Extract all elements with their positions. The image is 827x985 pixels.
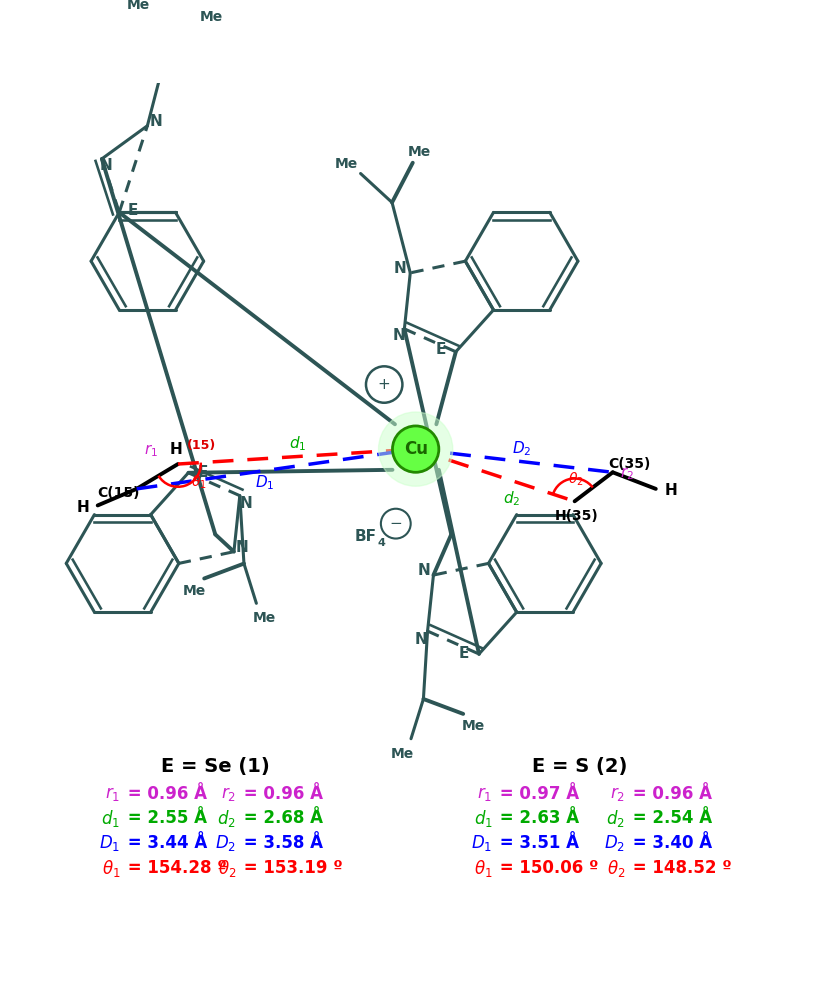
Text: Me: Me xyxy=(253,612,276,625)
Text: $D_1$: $D_1$ xyxy=(255,473,275,492)
Text: Me: Me xyxy=(334,158,358,171)
Text: E = S (2): E = S (2) xyxy=(531,756,627,776)
Text: E: E xyxy=(435,342,446,357)
Text: N: N xyxy=(394,261,406,276)
Text: N: N xyxy=(417,563,429,578)
Text: $r_{2}$: $r_{2}$ xyxy=(221,785,236,803)
Text: = 3.40 Å: = 3.40 Å xyxy=(626,834,711,852)
Text: Me: Me xyxy=(183,584,206,598)
Text: H: H xyxy=(663,483,676,498)
Text: $r_{1}$: $r_{1}$ xyxy=(477,785,492,803)
Text: = 2.68 Å: = 2.68 Å xyxy=(237,810,323,827)
Text: H(35): H(35) xyxy=(554,509,597,523)
Text: = 3.58 Å: = 3.58 Å xyxy=(237,834,323,852)
Text: = 2.63 Å: = 2.63 Å xyxy=(494,810,579,827)
Text: = 150.06 º: = 150.06 º xyxy=(494,859,598,877)
Text: $\theta_2$: $\theta_2$ xyxy=(567,470,582,488)
Text: $\theta_{1}$: $\theta_{1}$ xyxy=(102,858,120,879)
Text: E = Se (1): E = Se (1) xyxy=(160,756,270,776)
Text: Me: Me xyxy=(407,145,431,159)
Text: Me: Me xyxy=(127,0,150,12)
Text: = 148.52 º: = 148.52 º xyxy=(626,859,731,877)
Text: Me: Me xyxy=(390,747,414,760)
Text: N: N xyxy=(99,158,112,173)
Text: $d_{2}$: $d_{2}$ xyxy=(217,808,236,829)
Text: $\theta_{1}$: $\theta_{1}$ xyxy=(474,858,492,879)
Text: $D_2$: $D_2$ xyxy=(511,439,531,458)
Text: Me: Me xyxy=(461,719,484,733)
Text: E: E xyxy=(128,203,138,219)
Text: $D_{1}$: $D_{1}$ xyxy=(98,833,120,853)
Text: H: H xyxy=(76,500,89,515)
Text: E: E xyxy=(458,646,469,662)
Text: $\theta_1$: $\theta_1$ xyxy=(190,474,207,491)
Text: (15): (15) xyxy=(186,439,216,452)
Text: Me: Me xyxy=(199,10,222,25)
Text: = 2.54 Å: = 2.54 Å xyxy=(626,810,711,827)
Text: C(35): C(35) xyxy=(607,457,650,471)
Text: $r_{2}$: $r_{2}$ xyxy=(609,785,624,803)
Text: $r_{1}$: $r_{1}$ xyxy=(105,785,120,803)
Text: = 153.19 º: = 153.19 º xyxy=(237,859,342,877)
Text: E: E xyxy=(198,465,208,481)
Text: $\theta_{2}$: $\theta_{2}$ xyxy=(218,858,236,879)
Text: = 3.51 Å: = 3.51 Å xyxy=(494,834,579,852)
Text: = 0.96 Å: = 0.96 Å xyxy=(237,785,323,803)
Circle shape xyxy=(378,412,452,487)
Text: = 3.44 Å: = 3.44 Å xyxy=(122,834,207,852)
Text: = 0.96 Å: = 0.96 Å xyxy=(626,785,711,803)
Text: $r_1$: $r_1$ xyxy=(144,442,157,459)
Text: C(15): C(15) xyxy=(97,486,140,500)
Text: $d_{2}$: $d_{2}$ xyxy=(605,808,624,829)
Text: $\theta_{2}$: $\theta_{2}$ xyxy=(606,858,624,879)
Text: = 2.55 Å: = 2.55 Å xyxy=(122,810,207,827)
Text: $r_2$: $r_2$ xyxy=(619,466,633,483)
Text: = 0.97 Å: = 0.97 Å xyxy=(494,785,579,803)
Text: = 154.28 º: = 154.28 º xyxy=(122,859,227,877)
Text: $d_{1}$: $d_{1}$ xyxy=(101,808,120,829)
Text: 4: 4 xyxy=(377,538,385,548)
Text: +: + xyxy=(377,377,390,392)
Text: N: N xyxy=(236,540,248,555)
Text: N: N xyxy=(414,631,427,647)
Text: N: N xyxy=(149,114,162,129)
Text: BF: BF xyxy=(354,529,376,545)
Text: −: − xyxy=(389,516,402,531)
Text: Cu: Cu xyxy=(404,440,427,458)
Text: $d_1$: $d_1$ xyxy=(289,434,307,453)
Text: N: N xyxy=(240,496,252,511)
Circle shape xyxy=(392,426,438,472)
Text: N: N xyxy=(392,328,404,343)
Text: $D_{2}$: $D_{2}$ xyxy=(604,833,624,853)
Text: $d_{1}$: $d_{1}$ xyxy=(473,808,492,829)
Text: $D_{2}$: $D_{2}$ xyxy=(215,833,236,853)
Text: = 0.96 Å: = 0.96 Å xyxy=(122,785,207,803)
Text: $d_2$: $d_2$ xyxy=(503,490,519,508)
Text: H: H xyxy=(169,441,182,457)
Text: $D_{1}$: $D_{1}$ xyxy=(471,833,492,853)
